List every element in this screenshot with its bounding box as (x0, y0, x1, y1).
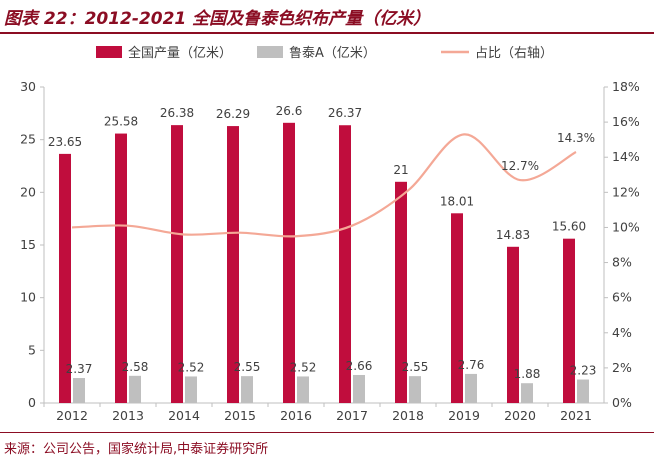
ratio-line (71, 133, 577, 238)
y-left-tick-label: 15 (20, 237, 36, 252)
x-tick-label: 2020 (504, 408, 536, 423)
source-bar: 来源：公司公告，国家统计局,中泰证券研究所 (0, 432, 654, 460)
legend-label-ratio: 占比（右轴） (475, 46, 553, 61)
y-right-tick-label: 8% (612, 255, 632, 270)
bar-lutai-label: 2.37 (66, 362, 93, 376)
ratio-label: 14.3% (557, 131, 595, 145)
bar-national-label: 26.29 (216, 107, 250, 121)
bar-lutai (353, 374, 365, 403)
chart: 0 5 10 15 20 25 30 0% 2% 4% 6% 8% 10% 12% 14% 16% 18% 201… (20, 45, 640, 423)
chart-title: 图表 22：2012-2021 全国及鲁泰色织布产量（亿米） (4, 9, 431, 29)
bar-lutai-label: 2.23 (570, 364, 597, 378)
bar-national (227, 126, 239, 403)
y-left-tick-label: 5 (28, 342, 36, 357)
bar-lutai-label: 2.76 (458, 358, 485, 372)
bar-national-label: 26.38 (160, 106, 194, 120)
legend-label-national: 全国产量（亿米） (128, 45, 232, 61)
ratio-label: 12.7% (501, 159, 539, 173)
y-right-tick-label: 18% (612, 79, 640, 94)
bar-national-label: 26.37 (328, 106, 362, 120)
y-right-tick-label: 0% (612, 395, 632, 410)
bar-lutai-label: 2.58 (122, 360, 149, 374)
bar-lutai-label: 1.88 (514, 367, 541, 381)
bar-national (115, 133, 127, 403)
bar-national-label: 15.60 (552, 220, 586, 234)
y-left-tick-label: 0 (28, 395, 36, 410)
legend-label-lutai: 鲁泰A（亿米） (289, 46, 376, 61)
legend-swatch-lutai (257, 46, 283, 58)
bar-national (395, 181, 407, 403)
bar-lutai (297, 376, 309, 403)
bar-lutai-label: 2.66 (346, 359, 373, 373)
y-left-tick-label: 30 (20, 79, 36, 94)
bar-national (339, 125, 351, 404)
y-right-tick-label: 14% (612, 149, 640, 164)
x-tick-label: 2021 (560, 408, 592, 423)
bar-national (563, 238, 575, 403)
bar-national (283, 122, 295, 404)
y-left-tick-label: 10 (20, 290, 36, 305)
bar-lutai (577, 379, 589, 403)
bar-lutai-label: 2.52 (290, 360, 317, 374)
bar-national-label: 14.83 (496, 228, 530, 242)
x-tick-label: 2016 (280, 408, 312, 423)
x-tick-label: 2012 (56, 408, 88, 423)
bar-lutai-label: 2.55 (234, 360, 261, 374)
x-tick-label: 2015 (224, 408, 256, 423)
legend-swatch-national (96, 46, 122, 58)
bar-lutai (241, 376, 253, 403)
bar-national (507, 246, 519, 403)
bar-lutai (409, 376, 421, 403)
source-note: 来源：公司公告，国家统计局,中泰证券研究所 (4, 442, 269, 457)
bar-national-label: 25.58 (104, 115, 138, 129)
x-tick-label: 2014 (168, 408, 200, 423)
y-left-tick-label: 25 (20, 132, 36, 147)
y-right-tick-label: 12% (612, 184, 640, 199)
bar-lutai (73, 378, 85, 403)
bar-lutai-label: 2.52 (178, 360, 205, 374)
y-left-tick-label: 20 (20, 184, 36, 199)
bar-national-label: 23.65 (48, 135, 82, 149)
bar-national (171, 125, 183, 403)
bar-lutai (521, 383, 533, 403)
bar-national-label: 26.6 (276, 104, 303, 118)
bar-national (59, 153, 71, 403)
x-tick-label: 2018 (392, 408, 424, 423)
y-right-tick-label: 10% (612, 219, 640, 234)
bar-lutai (465, 373, 477, 403)
bar-national-label: 21 (393, 163, 408, 177)
y-right-tick-label: 16% (612, 114, 640, 129)
bar-lutai-label: 2.55 (402, 360, 429, 374)
x-tick-label: 2013 (112, 408, 144, 423)
x-tick-label: 2017 (336, 408, 368, 423)
bar-national-label: 18.01 (440, 194, 474, 208)
bar-national (451, 213, 463, 403)
bar-lutai (185, 376, 197, 403)
y-right-tick-label: 6% (612, 290, 632, 305)
y-right-tick-label: 2% (612, 360, 632, 375)
x-tick-label: 2019 (448, 408, 480, 423)
y-right-tick-label: 4% (612, 325, 632, 340)
title-bar: 图表 22：2012-2021 全国及鲁泰色织布产量（亿米） (0, 0, 654, 34)
bar-lutai (129, 375, 141, 403)
